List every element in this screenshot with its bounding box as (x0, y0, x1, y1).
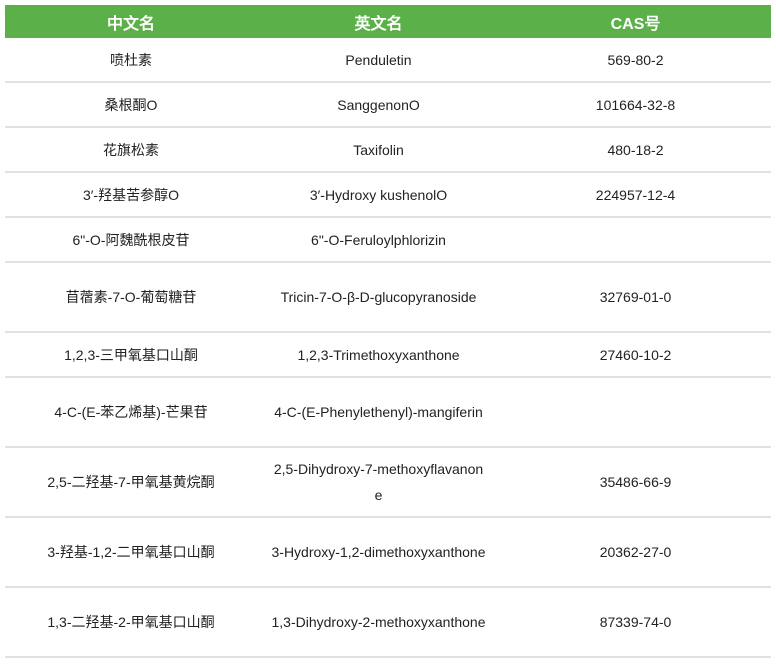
table-row: 苜蓿素-7-O-葡萄糖苷 Tricin-7-O-β-D-glucopyranosi… (5, 262, 771, 333)
english-name-cell: 6"-O-Feruloylphlorizin (257, 217, 500, 263)
chinese-name-cell: 4-C-(E-苯乙烯基)-芒果苷 (5, 377, 257, 448)
table-row: 1,3-二羟基-2-甲氧基口山酮 1,3-Dihydroxy-2-methoxyx… (5, 587, 771, 658)
english-name-cell-text: 4-C-(E-Phenylethenyl)-mangiferin (274, 404, 483, 420)
cas-cell: 35486-66-9 (500, 447, 771, 518)
cas-cell-text: 101664-32-8 (595, 96, 676, 113)
english-name-cell: Tricin-7-O-β-D-glucopyranoside (257, 262, 500, 333)
table-row: 2,5-二羟基-7-甲氧基黄烷酮 2,5-Dihydroxy-7-methoxyf… (5, 447, 771, 518)
table-row: 6"-O-阿魏酰根皮苷 6"-O-Feruloylphlorizin (5, 217, 771, 263)
chinese-name-cell-text: 3′-羟基苦参醇O (83, 186, 179, 203)
cas-cell: 101664-32-8 (500, 82, 771, 128)
header-english-name: 英文名 (257, 5, 500, 38)
cas-cell: 32769-01-0 (500, 262, 771, 333)
chinese-name-cell-text: 4-C-(E-苯乙烯基)-芒果苷 (54, 404, 208, 420)
chinese-name-cell: 1,3-二羟基-2-甲氧基口山酮 (5, 587, 257, 658)
english-name-cell: 3′-Hydroxy kushenolO (257, 172, 500, 218)
compound-table: 中文名 英文名 CAS号 喷杜素 Penduletin 569-80-2 桑根酮O Sa… (5, 5, 771, 658)
english-name-cell-text: Penduletin (345, 51, 412, 68)
english-name-cell: 2,5-Dihydroxy-7-methoxyflavanone (257, 447, 500, 518)
chinese-name-cell-text: 1,2,3-三甲氧基口山酮 (64, 346, 198, 363)
table-row: 3′-羟基苦参醇O 3′-Hydroxy kushenolO 224957-12-4 (5, 172, 771, 218)
chinese-name-cell-text: 桑根酮O (104, 96, 158, 113)
chinese-name-cell: 苜蓿素-7-O-葡萄糖苷 (5, 262, 257, 333)
english-name-cell: 1,2,3-Trimethoxyxanthone (257, 332, 500, 378)
cas-cell-text: 35486-66-9 (599, 474, 672, 490)
cas-cell: 480-18-2 (500, 127, 771, 173)
english-name-cell-text: 2,5-Dihydroxy-7-methoxyflavanone (273, 461, 484, 503)
table-row: 4-C-(E-苯乙烯基)-芒果苷 4-C-(E-Phenylethenyl)-ma… (5, 377, 771, 448)
table-row: 桑根酮O SanggenonO 101664-32-8 (5, 82, 771, 128)
table-header: 中文名 英文名 CAS号 (5, 5, 771, 38)
english-name-cell: SanggenonO (257, 82, 500, 128)
english-name-cell-text: 3-Hydroxy-1,2-dimethoxyxanthone (271, 544, 486, 560)
chinese-name-cell-text: 喷杜素 (110, 51, 152, 68)
cas-cell: 20362-27-0 (500, 517, 771, 588)
chinese-name-cell-text: 3-羟基-1,2-二甲氧基口山酮 (47, 544, 215, 560)
chinese-name-cell-text: 2,5-二羟基-7-甲氧基黄烷酮 (47, 474, 215, 490)
cas-cell-text: 32769-01-0 (599, 289, 672, 305)
english-name-cell: 4-C-(E-Phenylethenyl)-mangiferin (257, 377, 500, 448)
chinese-name-cell: 3′-羟基苦参醇O (5, 172, 257, 218)
chinese-name-cell-text: 6"-O-阿魏酰根皮苷 (72, 231, 190, 248)
english-name-cell-text: Tricin-7-O-β-D-glucopyranoside (280, 289, 477, 305)
cas-cell: 27460-10-2 (500, 332, 771, 378)
cas-cell-text: 87339-74-0 (599, 614, 672, 630)
english-name-cell: 1,3-Dihydroxy-2-methoxyxanthone (257, 587, 500, 658)
english-name-cell-text: 1,3-Dihydroxy-2-methoxyxanthone (271, 614, 486, 630)
cas-cell-text: 480-18-2 (607, 141, 664, 158)
english-name-cell-text: 6"-O-Feruloylphlorizin (311, 231, 446, 248)
table-row: 喷杜素 Penduletin 569-80-2 (5, 38, 771, 83)
english-name-cell-text: 3′-Hydroxy kushenolO (309, 186, 448, 203)
cas-cell (500, 377, 771, 448)
cas-cell-text: 224957-12-4 (595, 186, 676, 203)
chinese-name-cell: 喷杜素 (5, 38, 257, 83)
chinese-name-cell-text: 苜蓿素-7-O-葡萄糖苷 (65, 289, 197, 305)
english-name-cell-text: Taxifolin (353, 141, 404, 158)
table-row: 3-羟基-1,2-二甲氧基口山酮 3-Hydroxy-1,2-dimethoxyx… (5, 517, 771, 588)
table-row: 花旗松素 Taxifolin 480-18-2 (5, 127, 771, 173)
header-chinese-name: 中文名 (5, 5, 257, 38)
cas-cell (500, 217, 771, 263)
chinese-name-cell-text: 花旗松素 (103, 141, 159, 158)
cas-cell: 87339-74-0 (500, 587, 771, 658)
english-name-cell: Penduletin (257, 38, 500, 83)
cas-cell-text: 20362-27-0 (599, 544, 672, 560)
chinese-name-cell: 桑根酮O (5, 82, 257, 128)
cas-cell: 569-80-2 (500, 38, 771, 83)
english-name-cell-text: SanggenonO (337, 96, 420, 113)
chinese-name-cell: 花旗松素 (5, 127, 257, 173)
chinese-name-cell: 1,2,3-三甲氧基口山酮 (5, 332, 257, 378)
header-cas: CAS号 (500, 5, 771, 38)
chinese-name-cell: 3-羟基-1,2-二甲氧基口山酮 (5, 517, 257, 588)
table-row: 1,2,3-三甲氧基口山酮 1,2,3-Trimethoxyxanthone 274… (5, 332, 771, 378)
cas-cell: 224957-12-4 (500, 172, 771, 218)
chinese-name-cell: 6"-O-阿魏酰根皮苷 (5, 217, 257, 263)
chinese-name-cell: 2,5-二羟基-7-甲氧基黄烷酮 (5, 447, 257, 518)
chinese-name-cell-text: 1,3-二羟基-2-甲氧基口山酮 (47, 614, 215, 630)
cas-cell-text: 569-80-2 (607, 51, 664, 68)
english-name-cell: Taxifolin (257, 127, 500, 173)
cas-cell-text: 27460-10-2 (599, 346, 672, 363)
english-name-cell: 3-Hydroxy-1,2-dimethoxyxanthone (257, 517, 500, 588)
english-name-cell-text: 1,2,3-Trimethoxyxanthone (297, 346, 460, 363)
